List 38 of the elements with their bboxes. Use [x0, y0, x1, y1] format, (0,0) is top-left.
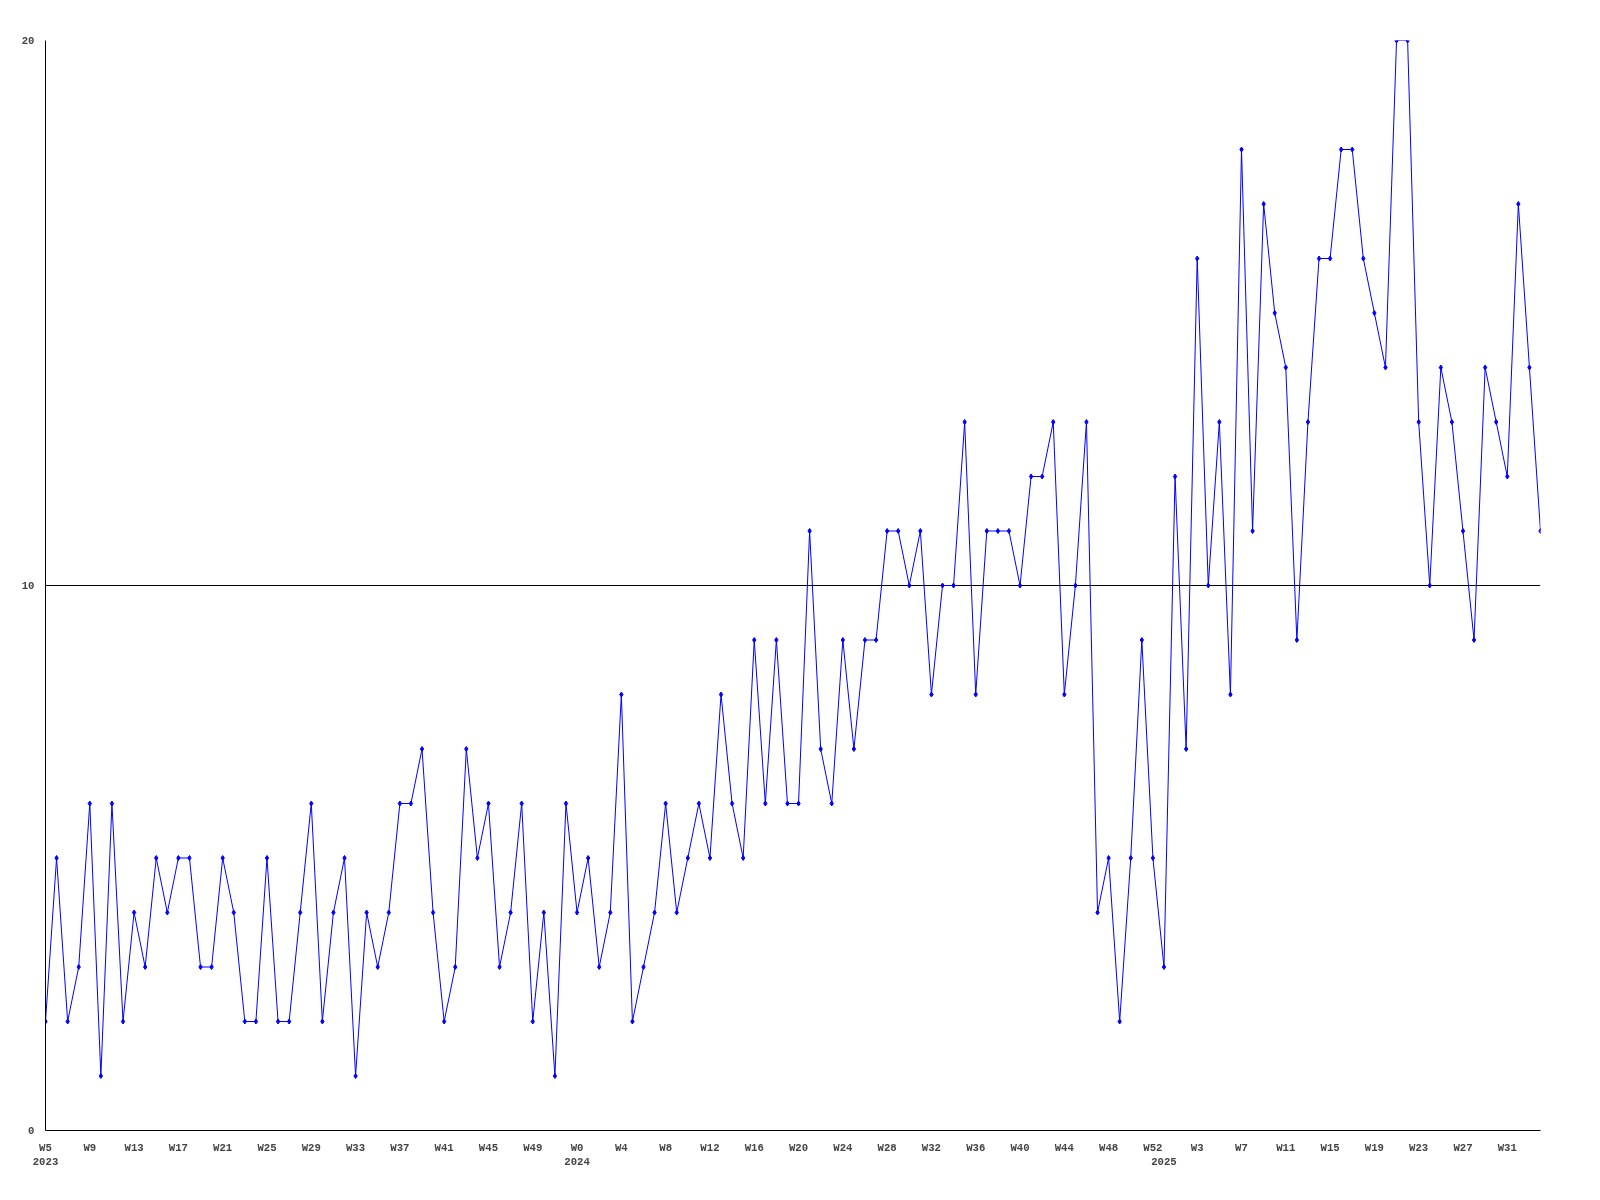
x-tick-label: W37 — [390, 1141, 410, 1154]
x-tick-label: W33 — [345, 1141, 366, 1154]
x-tick-label: W23 — [1409, 1141, 1429, 1154]
x-tick-label: W19 — [1364, 1141, 1384, 1154]
y-tick-label: 10 — [21, 580, 35, 592]
y-tick-label: 0 — [28, 1125, 35, 1137]
x-tick-label: W44 — [1054, 1141, 1075, 1154]
x-tick-label: 2025 — [1151, 1155, 1177, 1168]
x-tick-label: W25 — [257, 1141, 277, 1154]
x-tick-label: W45 — [478, 1141, 499, 1154]
x-tick-label: W11 — [1276, 1141, 1296, 1154]
x-tick-label: W13 — [124, 1141, 144, 1154]
x-tick-label: W49 — [523, 1141, 543, 1154]
x-tick-label: W15 — [1320, 1141, 1340, 1154]
x-tick-label: W17 — [168, 1141, 188, 1154]
x-tick-label: W40 — [1010, 1141, 1030, 1154]
x-tick-label: W7 — [1235, 1141, 1248, 1154]
x-tick-label: W12 — [700, 1141, 720, 1154]
x-tick-label: W32 — [921, 1141, 942, 1154]
x-tick-label: W31 — [1497, 1141, 1517, 1154]
x-tick-label: W41 — [434, 1141, 454, 1154]
x-tick-label: W8 — [659, 1141, 673, 1154]
x-tick-label: W24 — [833, 1141, 854, 1154]
x-tick-label: W5 2023 — [32, 1141, 59, 1168]
x-tick-label: W21 — [213, 1141, 233, 1154]
x-tick-label: W9 — [83, 1141, 97, 1154]
x-tick-label: W0 2024 — [564, 1141, 591, 1168]
x-tick-label: W52 — [1143, 1141, 1163, 1154]
x-tick-label: W3 — [1190, 1141, 1204, 1154]
x-tick-label: W29 — [301, 1141, 321, 1154]
x-tick-label: W48 — [1099, 1141, 1119, 1154]
y-tick-label: 20 — [21, 35, 35, 47]
x-tick-label: W28 — [877, 1141, 897, 1154]
x-tick-label: W27 — [1453, 1141, 1473, 1154]
x-tick-label: W36 — [966, 1141, 986, 1154]
x-tick-label: W4 — [614, 1141, 629, 1154]
x-tick-label: W16 — [744, 1141, 764, 1154]
x-tick-label: W20 — [788, 1141, 809, 1154]
